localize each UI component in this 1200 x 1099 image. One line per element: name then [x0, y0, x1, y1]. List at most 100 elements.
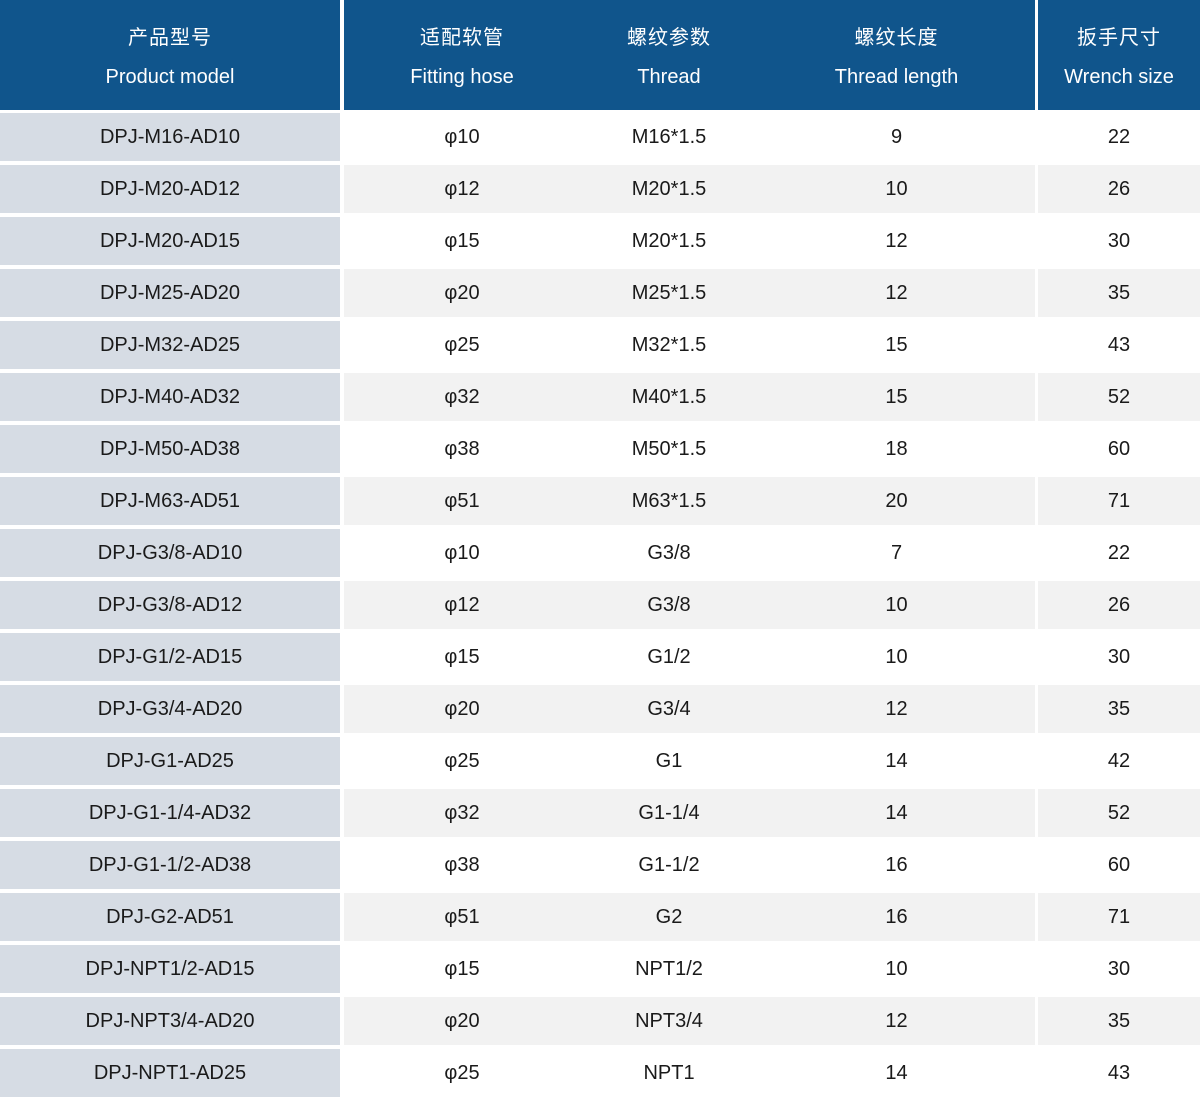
header-wrench-size: 扳手尺寸 Wrench size — [1035, 0, 1200, 110]
wrench-size-cell: 35 — [1035, 269, 1200, 317]
fitting-hose-cell: φ10 — [344, 529, 580, 577]
thread-length-cell: 20 — [758, 477, 1035, 525]
wrench-size-cell: 60 — [1035, 841, 1200, 889]
thread-cell: G1-1/4 — [580, 789, 758, 837]
thread-cell: NPT3/4 — [580, 997, 758, 1045]
table-row: DPJ-NPT1-AD25 φ25 NPT1 14 43 — [0, 1049, 1200, 1097]
header-fitting-hose: 适配软管 Fitting hose — [344, 0, 580, 110]
thread-length-cell: 15 — [758, 321, 1035, 369]
product-model-cell: DPJ-NPT1-AD25 — [0, 1049, 344, 1097]
fitting-hose-cell: φ12 — [344, 165, 580, 213]
table-row: DPJ-NPT3/4-AD20 φ20 NPT3/4 12 35 — [0, 997, 1200, 1045]
product-model-cell: DPJ-M20-AD15 — [0, 217, 344, 265]
product-model-cell: DPJ-G1-1/4-AD32 — [0, 789, 344, 837]
table-row: DPJ-G3/8-AD10 φ10 G3/8 7 22 — [0, 529, 1200, 577]
wrench-size-cell: 42 — [1035, 737, 1200, 785]
thread-length-cell: 12 — [758, 269, 1035, 317]
header-label-zh: 螺纹参数 — [627, 27, 711, 50]
product-model-cell: DPJ-M16-AD10 — [0, 113, 344, 161]
thread-cell: M50*1.5 — [580, 425, 758, 473]
thread-length-cell: 10 — [758, 945, 1035, 993]
header-label-zh: 螺纹长度 — [854, 27, 939, 50]
header-thread-length: 螺纹长度 Thread length — [758, 0, 1035, 110]
thread-length-cell: 12 — [758, 997, 1035, 1045]
fitting-hose-cell: φ12 — [344, 581, 580, 629]
table-row: DPJ-M20-AD15 φ15 M20*1.5 12 30 — [0, 217, 1200, 265]
wrench-size-cell: 26 — [1035, 581, 1200, 629]
fitting-hose-cell: φ51 — [344, 893, 580, 941]
header-label-zh: 产品型号 — [128, 27, 212, 50]
thread-cell: M40*1.5 — [580, 373, 758, 421]
fitting-hose-cell: φ25 — [344, 321, 580, 369]
product-model-cell: DPJ-M63-AD51 — [0, 477, 344, 525]
header-label-zh: 扳手尺寸 — [1077, 27, 1161, 50]
fitting-hose-cell: φ10 — [344, 113, 580, 161]
table-row: DPJ-G3/8-AD12 φ12 G3/8 10 26 — [0, 581, 1200, 629]
wrench-size-cell: 22 — [1035, 529, 1200, 577]
wrench-size-cell: 30 — [1035, 217, 1200, 265]
table-row: DPJ-M63-AD51 φ51 M63*1.5 20 71 — [0, 477, 1200, 525]
product-model-cell: DPJ-NPT1/2-AD15 — [0, 945, 344, 993]
table-row: DPJ-M40-AD32 φ32 M40*1.5 15 52 — [0, 373, 1200, 421]
fitting-hose-cell: φ32 — [344, 789, 580, 837]
table-row: DPJ-G1-AD25 φ25 G1 14 42 — [0, 737, 1200, 785]
product-model-cell: DPJ-M20-AD12 — [0, 165, 344, 213]
table-row: DPJ-M20-AD12 φ12 M20*1.5 10 26 — [0, 165, 1200, 213]
thread-length-cell: 18 — [758, 425, 1035, 473]
product-model-cell: DPJ-M32-AD25 — [0, 321, 344, 369]
wrench-size-cell: 22 — [1035, 113, 1200, 161]
wrench-size-cell: 43 — [1035, 1049, 1200, 1097]
header-label-en: Thread length — [834, 65, 959, 88]
thread-cell: G1 — [580, 737, 758, 785]
wrench-size-cell: 35 — [1035, 685, 1200, 733]
thread-length-cell: 9 — [758, 113, 1035, 161]
table-row: DPJ-M25-AD20 φ20 M25*1.5 12 35 — [0, 269, 1200, 317]
thread-length-cell: 15 — [758, 373, 1035, 421]
table-header-row: 产品型号 Product model 适配软管 Fitting hose 螺纹参… — [0, 0, 1200, 110]
header-label-en: Wrench size — [1064, 65, 1174, 88]
thread-cell: M32*1.5 — [580, 321, 758, 369]
wrench-size-cell: 71 — [1035, 477, 1200, 525]
thread-cell: M63*1.5 — [580, 477, 758, 525]
thread-length-cell: 12 — [758, 217, 1035, 265]
table-row: DPJ-G1-1/2-AD38 φ38 G1-1/2 16 60 — [0, 841, 1200, 889]
thread-length-cell: 16 — [758, 841, 1035, 889]
fitting-hose-cell: φ38 — [344, 425, 580, 473]
product-model-cell: DPJ-G2-AD51 — [0, 893, 344, 941]
wrench-size-cell: 60 — [1035, 425, 1200, 473]
thread-length-cell: 16 — [758, 893, 1035, 941]
thread-cell: G1-1/2 — [580, 841, 758, 889]
wrench-size-cell: 30 — [1035, 945, 1200, 993]
table-row: DPJ-NPT1/2-AD15 φ15 NPT1/2 10 30 — [0, 945, 1200, 993]
thread-length-cell: 10 — [758, 165, 1035, 213]
table-row: DPJ-G1-1/4-AD32 φ32 G1-1/4 14 52 — [0, 789, 1200, 837]
header-label-zh: 适配软管 — [420, 27, 504, 50]
wrench-size-cell: 52 — [1035, 789, 1200, 837]
thread-cell: M20*1.5 — [580, 165, 758, 213]
thread-cell: G3/8 — [580, 581, 758, 629]
fitting-hose-cell: φ20 — [344, 685, 580, 733]
wrench-size-cell: 35 — [1035, 997, 1200, 1045]
thread-cell: M25*1.5 — [580, 269, 758, 317]
product-model-cell: DPJ-G3/8-AD12 — [0, 581, 344, 629]
thread-length-cell: 7 — [758, 529, 1035, 577]
thread-cell: G3/4 — [580, 685, 758, 733]
product-model-cell: DPJ-G1-1/2-AD38 — [0, 841, 344, 889]
thread-cell: NPT1 — [580, 1049, 758, 1097]
header-label-en: Fitting hose — [410, 65, 514, 88]
fitting-hose-cell: φ32 — [344, 373, 580, 421]
thread-length-cell: 14 — [758, 789, 1035, 837]
thread-length-cell: 14 — [758, 1049, 1035, 1097]
header-label-en: Thread — [637, 65, 701, 88]
fitting-hose-cell: φ25 — [344, 1049, 580, 1097]
wrench-size-cell: 71 — [1035, 893, 1200, 941]
product-model-cell: DPJ-G1-AD25 — [0, 737, 344, 785]
header-thread: 螺纹参数 Thread — [580, 0, 758, 110]
fitting-hose-cell: φ15 — [344, 633, 580, 681]
thread-length-cell: 10 — [758, 633, 1035, 681]
fitting-hose-cell: φ51 — [344, 477, 580, 525]
thread-cell: G1/2 — [580, 633, 758, 681]
product-model-cell: DPJ-G1/2-AD15 — [0, 633, 344, 681]
product-model-cell: DPJ-G3/8-AD10 — [0, 529, 344, 577]
